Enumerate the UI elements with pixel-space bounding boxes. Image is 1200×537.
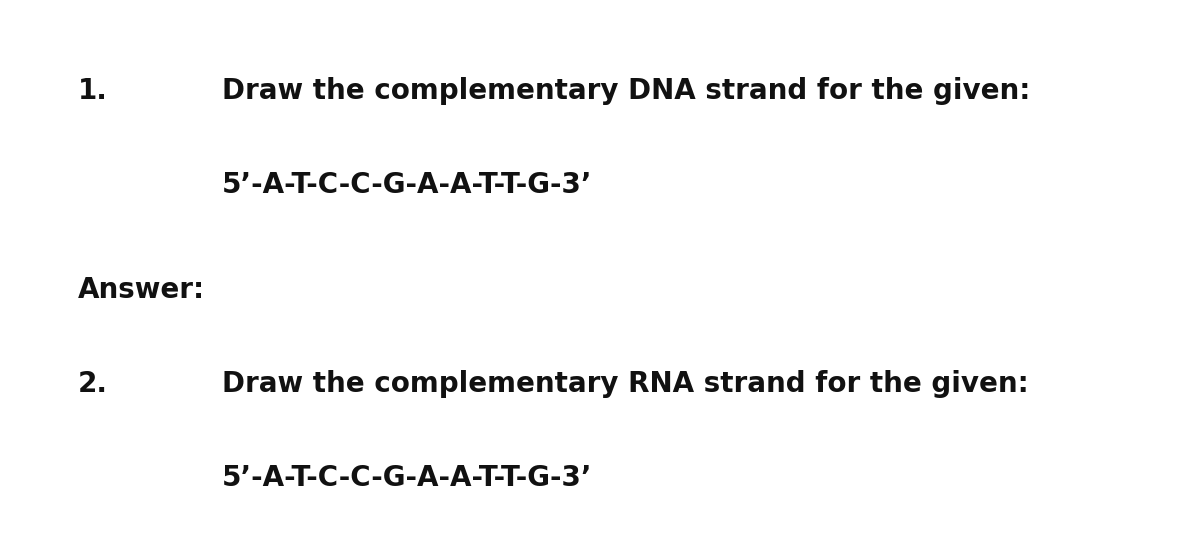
Text: 5’-A-T-C-C-G-A-A-T-T-G-3’: 5’-A-T-C-C-G-A-A-T-T-G-3’ (222, 171, 593, 199)
Text: Answer:: Answer: (78, 276, 205, 304)
Text: 5’-A-T-C-C-G-A-A-T-T-G-3’: 5’-A-T-C-C-G-A-A-T-T-G-3’ (222, 464, 593, 492)
Text: Draw the complementary RNA strand for the given:: Draw the complementary RNA strand for th… (222, 370, 1028, 398)
Text: 1.: 1. (78, 77, 108, 105)
Text: 2.: 2. (78, 370, 108, 398)
Text: Draw the complementary DNA strand for the given:: Draw the complementary DNA strand for th… (222, 77, 1031, 105)
